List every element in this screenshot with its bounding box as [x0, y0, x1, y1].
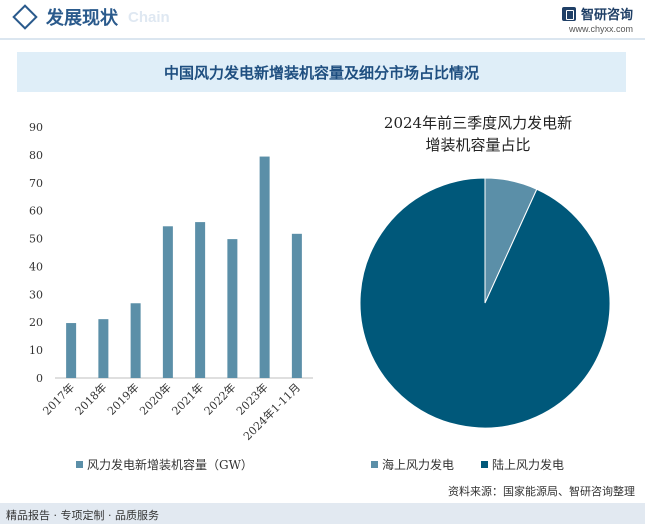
bar: [291, 233, 302, 378]
y-tick-label: 20: [29, 316, 43, 329]
chart-banner-title: 中国风力发电新增装机容量及细分市场占比情况: [17, 52, 626, 92]
header: 发展现状 Chain 智研咨询 www.chyxx.com: [0, 0, 645, 40]
y-tick-label: 60: [29, 205, 43, 218]
bar: [195, 222, 206, 378]
section-title-text: 发展现状: [46, 8, 118, 29]
x-tick-label: 2018年: [72, 380, 109, 417]
bar: [98, 319, 109, 378]
brand-logo-icon: [561, 6, 576, 21]
bar: [130, 303, 141, 378]
bar: [259, 156, 270, 378]
y-tick-label: 70: [29, 177, 43, 190]
footer-tagline: 精品报告 · 专项定制 · 品质服务: [6, 509, 159, 522]
section-title: 发展现状 Chain: [12, 4, 170, 30]
footer-source: 资料来源：国家能源局、智研咨询整理: [448, 485, 635, 498]
x-tick-label: 2019年: [104, 380, 141, 417]
y-tick-label: 50: [29, 233, 43, 246]
pie-legend-swatch-onshore: [481, 461, 488, 468]
brand-name: 智研咨询: [561, 4, 633, 23]
footer: 精品报告 · 专项定制 · 品质服务 资料来源：国家能源局、智研咨询整理: [0, 485, 645, 524]
x-tick-label: 2017年: [40, 380, 77, 417]
pie-title-line-1: 2024年前三季度风力发电新: [384, 114, 572, 132]
brand-url: www.chyxx.com: [568, 24, 633, 34]
header-divider: [0, 38, 645, 40]
pie-legend-label-offshore: 海上风力发电: [382, 457, 454, 472]
bar-series: [66, 156, 302, 378]
section-title-en: Chain: [128, 8, 170, 26]
pie-legend-label-onshore: 陆上风力发电: [492, 457, 564, 472]
y-tick-label: 40: [29, 260, 43, 273]
x-tick-label: 2024年1-11月: [240, 380, 303, 443]
bar: [162, 226, 173, 378]
y-tick-label: 30: [29, 288, 43, 301]
y-tick-label: 90: [29, 121, 43, 134]
x-tick-label: 2021年: [169, 380, 206, 417]
bar: [227, 239, 238, 378]
pie-title-line-2: 增装机容量占比: [425, 136, 530, 154]
bar-legend-label: 风力发电新增装机容量（GW）: [87, 457, 253, 472]
brand-name-text: 智研咨询: [580, 8, 633, 23]
x-tick-label: 2022年: [201, 380, 238, 417]
bar-legend-swatch: [76, 461, 83, 468]
x-tick-label: 2020年: [137, 380, 174, 417]
bar-y-ticks: 0 10 20 30 40 50 60 70 80 90: [29, 121, 43, 385]
brand-logo: 智研咨询 www.chyxx.com: [561, 4, 633, 34]
pie-legend-swatch-offshore: [371, 461, 378, 468]
bar: [66, 323, 77, 378]
y-tick-label: 10: [29, 344, 43, 357]
bar-x-ticks: 2017年2018年2019年2020年2021年2022年2023年2024年…: [40, 380, 303, 443]
pie-series: [359, 177, 611, 429]
y-tick-label: 0: [36, 372, 43, 385]
bar-legend: 风力发电新增装机容量（GW）: [76, 457, 253, 472]
y-tick-label: 80: [29, 149, 43, 162]
pie-slice-onshore: [359, 177, 611, 429]
pie-legend: 海上风力发电 陆上风力发电: [371, 457, 564, 472]
